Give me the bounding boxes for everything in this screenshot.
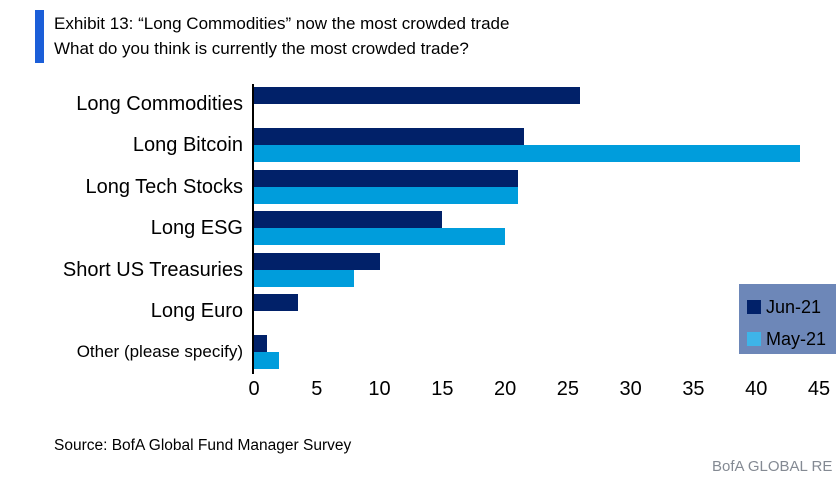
y-axis-line <box>252 84 254 374</box>
x-axis-tick-label: 30 <box>619 378 642 400</box>
bar-jun-21-short-us-treasuries <box>254 252 380 270</box>
legend-item-jun-21: Jun-21 <box>747 294 836 320</box>
category-label: Long Bitcoin <box>132 134 243 157</box>
x-axis-tick-label: 10 <box>368 378 391 400</box>
x-axis-tick-label: 0 <box>248 378 260 400</box>
x-axis-tick-label: 40 <box>745 378 768 400</box>
bar-may-21-long-esg <box>254 228 505 246</box>
legend-label-jun-21: Jun-21 <box>766 296 822 317</box>
chart-legend: Jun-21 May-21 <box>739 284 836 354</box>
exhibit-title: Exhibit 13: “Long Commodities” now the m… <box>54 14 510 33</box>
legend-swatch-jun-21 <box>747 300 761 314</box>
exhibit-question: What do you think is currently the most … <box>54 39 469 58</box>
bofa-watermark: BofA GLOBAL RE <box>712 458 833 475</box>
category-label: Long Commodities <box>76 93 243 115</box>
category-label: Long Tech Stocks <box>85 175 243 198</box>
bar-jun-21-other-please-specify- <box>254 335 267 353</box>
x-axis-tick-label: 35 <box>682 378 705 400</box>
title-accent-bar <box>35 10 44 63</box>
category-label: Other (please specify) <box>76 342 243 362</box>
bar-jun-21-long-bitcoin <box>254 128 524 146</box>
x-axis-tick-label: 15 <box>431 378 454 400</box>
legend-label-may-21: May-21 <box>766 328 827 349</box>
bar-may-21-long-tech-stocks <box>254 186 518 204</box>
bar-may-21-short-us-treasuries <box>254 269 354 287</box>
x-axis-tick-label: 5 <box>311 378 323 400</box>
bar-jun-21-long-esg <box>254 211 442 229</box>
bar-may-21-long-bitcoin <box>254 145 800 163</box>
legend-item-may-21: May-21 <box>747 326 836 352</box>
bar-may-21-other-please-specify- <box>254 352 279 370</box>
category-label: Long ESG <box>150 217 243 240</box>
legend-swatch-may-21 <box>747 332 761 346</box>
category-label: Short US Treasuries <box>62 258 243 281</box>
x-axis-tick-label: 45 <box>807 378 831 400</box>
source-text: Source: BofA Global Fund Manager Survey <box>54 437 352 454</box>
x-axis-tick-label: 20 <box>493 378 517 400</box>
category-label: Long Euro <box>150 300 243 322</box>
bar-jun-21-long-euro <box>254 294 298 311</box>
bar-jun-21-long-commodities <box>254 87 580 104</box>
bar-jun-21-long-tech-stocks <box>254 169 518 187</box>
x-axis-tick-label: 25 <box>556 378 579 400</box>
